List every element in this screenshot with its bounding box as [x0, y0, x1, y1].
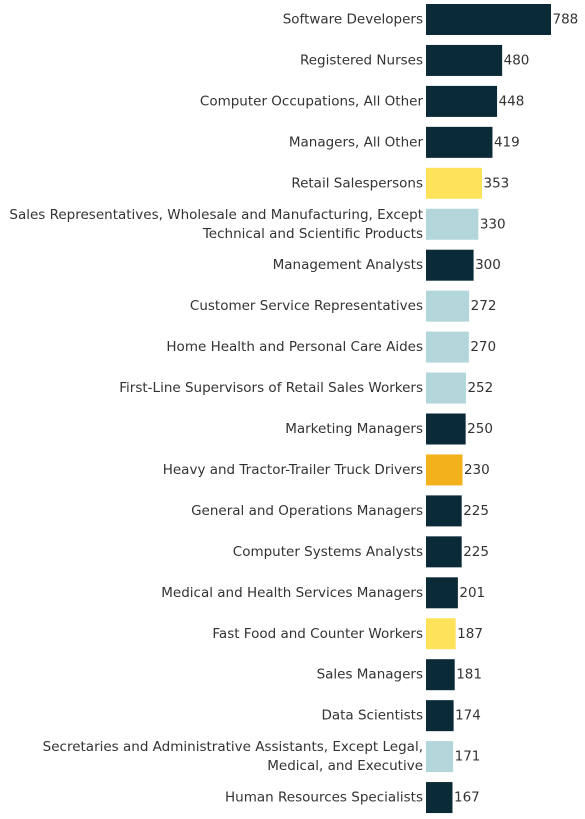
value-label-14: 225 [463, 544, 489, 560]
category-label-line: Computer Occupations, All Other [200, 93, 424, 109]
category-label-line: Heavy and Tractor-Trailer Truck Drivers [163, 462, 423, 478]
category-label-line: Fast Food and Counter Workers [212, 626, 423, 642]
category-label-17: Sales Managers [317, 667, 423, 683]
category-label-line: Sales Representatives, Wholesale and Man… [9, 207, 423, 223]
category-label-6: Sales Representatives, Wholesale and Man… [9, 207, 423, 242]
category-label-13: General and Operations Managers [191, 503, 423, 519]
bar-17 [426, 659, 455, 691]
category-label-5: Retail Salespersons [291, 175, 423, 191]
bar-11 [426, 413, 466, 445]
bar-12 [426, 454, 463, 486]
value-label-2: 480 [504, 52, 530, 68]
category-label-line: Data Scientists [321, 708, 423, 724]
value-label-10: 252 [467, 380, 493, 396]
bar-18 [426, 700, 454, 732]
category-label-3: Computer Occupations, All Other [200, 93, 424, 109]
category-label-line: Sales Managers [317, 667, 423, 683]
bar-6 [426, 208, 479, 240]
bar-2 [426, 44, 503, 76]
value-label-11: 250 [467, 421, 493, 437]
category-label-line: General and Operations Managers [191, 503, 423, 519]
bar-14 [426, 536, 462, 568]
category-label-2: Registered Nurses [300, 52, 423, 68]
value-label-20: 167 [454, 790, 480, 806]
value-label-15: 201 [459, 585, 485, 601]
category-label-4: Managers, All Other [289, 134, 424, 150]
value-label-9: 270 [470, 339, 496, 355]
bar-5 [426, 167, 482, 199]
value-label-6: 330 [480, 216, 506, 232]
category-label-line: Retail Salespersons [291, 175, 423, 191]
value-label-13: 225 [463, 503, 489, 519]
bar-20 [426, 782, 453, 814]
category-label-15: Medical and Health Services Managers [161, 585, 423, 601]
category-labels-group: Software Developers Registered Nurses Comp… [9, 12, 423, 806]
category-label-16: Fast Food and Counter Workers [212, 626, 423, 642]
category-label-line: Registered Nurses [300, 52, 423, 68]
category-label-20: Human Resources Specialists [225, 790, 423, 806]
category-label-line: Home Health and Personal Care Aides [166, 339, 423, 355]
bar-1 [426, 4, 551, 35]
category-label-line: Computer Systems Analysts [233, 544, 423, 560]
category-label-10: First-Line Supervisors of Retail Sales W… [119, 380, 423, 396]
category-label-line: Software Developers [283, 12, 423, 28]
category-label-9: Home Health and Personal Care Aides [166, 339, 423, 355]
category-label-line: Secretaries and Administrative Assistant… [43, 739, 423, 755]
value-label-16: 187 [457, 626, 483, 642]
value-label-12: 230 [464, 462, 490, 478]
category-label-line: Marketing Managers [285, 421, 423, 437]
category-label-19: Secretaries and Administrative Assistant… [43, 739, 423, 774]
bar-10 [426, 372, 466, 404]
category-label-line: Customer Service Representatives [190, 298, 423, 314]
value-label-4: 419 [494, 134, 520, 150]
value-label-7: 300 [475, 257, 501, 273]
category-label-14: Computer Systems Analysts [233, 544, 423, 560]
value-label-18: 174 [455, 708, 481, 724]
category-label-line: Managers, All Other [289, 134, 424, 150]
category-label-line: Management Analysts [273, 257, 423, 273]
bars-group [426, 4, 551, 814]
bar-7 [426, 249, 474, 281]
value-label-1: 788 [553, 12, 579, 28]
bar-13 [426, 495, 462, 527]
value-label-5: 353 [484, 175, 510, 191]
bar-8 [426, 290, 470, 322]
category-label-1: Software Developers [283, 12, 423, 28]
category-label-line: First-Line Supervisors of Retail Sales W… [119, 380, 423, 396]
category-label-line: Technical and Scientific Products [202, 226, 423, 242]
category-label-line: Medical, and Executive [267, 758, 423, 774]
category-label-11: Marketing Managers [285, 421, 423, 437]
bar-19 [426, 741, 454, 773]
category-label-12: Heavy and Tractor-Trailer Truck Drivers [163, 462, 423, 478]
value-labels-group: 788 480 448 419 353 330 300 272 270 252 250 230 225 2… [454, 12, 578, 806]
category-label-18: Data Scientists [321, 708, 423, 724]
value-label-3: 448 [499, 93, 525, 109]
bar-15 [426, 577, 458, 609]
value-label-8: 272 [471, 298, 497, 314]
category-label-7: Management Analysts [273, 257, 423, 273]
bar-4 [426, 126, 493, 158]
category-label-line: Human Resources Specialists [225, 790, 423, 806]
value-label-17: 181 [456, 667, 482, 683]
bar-3 [426, 85, 498, 117]
value-label-19: 171 [455, 749, 481, 765]
bar-16 [426, 618, 456, 650]
category-label-line: Medical and Health Services Managers [161, 585, 423, 601]
category-label-8: Customer Service Representatives [190, 298, 423, 314]
bar-9 [426, 331, 469, 363]
